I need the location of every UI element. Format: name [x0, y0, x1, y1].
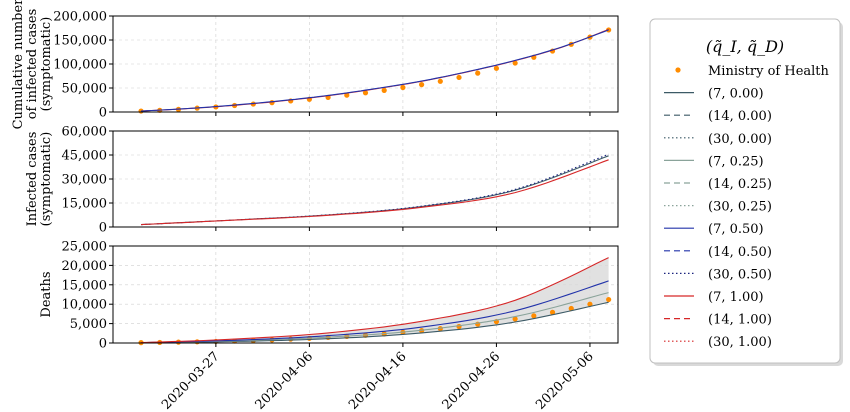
legend-item: (7, 0.25)	[664, 154, 764, 169]
uncertainty-band	[141, 257, 609, 343]
data-point	[400, 84, 406, 91]
y-axis-label: (symptomatic)	[39, 132, 54, 227]
data-point	[531, 313, 537, 319]
legend-box	[649, 18, 841, 364]
data-point	[568, 305, 574, 312]
legend: (q̃_I, q̃_D) Ministry of Health (7, 0.00)…	[649, 18, 843, 366]
y-tick-label: 50,000	[62, 82, 108, 97]
y-tick-label: 25,000	[62, 240, 108, 255]
data-point	[362, 90, 369, 96]
legend-title: (q̃_I, q̃_D)	[706, 37, 784, 56]
data-point	[437, 78, 443, 84]
data-point	[381, 87, 387, 93]
y-tick-label: 0	[99, 337, 107, 352]
data-point	[549, 309, 556, 315]
legend-item: (30, 0.50)	[664, 267, 772, 282]
legend-label: (7, 0.00)	[708, 87, 764, 102]
series-line	[141, 257, 609, 344]
x-axis: 2020-03-27 2020-04-06 2020-04-16 2020-04-26…	[159, 349, 597, 412]
panel-1: 0 50,000 100,000 150,000 200,000 Cumulative n…	[11, 0, 619, 129]
legend-item: (14, 0.25)	[664, 177, 772, 192]
panel-3: 0 5,000 10,000 15,000 20,000 25,000 Deaths	[39, 240, 619, 352]
data-point	[456, 74, 462, 81]
panels: 0 50,000 100,000 150,000 200,000 Cumulative n…	[11, 0, 619, 352]
y-tick-label: 20,000	[62, 259, 108, 274]
legend-item: (30, 0.00)	[664, 132, 772, 147]
y-tick-label: 0	[99, 221, 107, 236]
x-tick-label: 2020-05-06	[533, 349, 597, 412]
y-axis-label: of infected cases	[25, 9, 40, 120]
data-point	[344, 92, 350, 98]
legend-label: (7, 1.00)	[708, 290, 764, 305]
series-line	[141, 155, 609, 226]
y-tick-label: 100,000	[53, 58, 107, 73]
panel-2: 0 15,000 30,000 45,000 60,000 Infected cases(…	[25, 125, 619, 236]
legend-label: (30, 1.00)	[708, 335, 772, 350]
x-tick-label: 2020-04-06	[253, 349, 317, 412]
legend-item: (7, 0.00)	[664, 87, 764, 102]
data-point	[587, 301, 593, 307]
y-tick-label: 15,000	[62, 197, 108, 212]
series-line	[141, 28, 609, 112]
data-point	[512, 60, 518, 66]
legend-label: Ministry of Health	[708, 64, 830, 79]
y-axis-label: (symptomatic)	[39, 17, 54, 112]
y-tick-label: 45,000	[62, 149, 108, 164]
legend-label: (14, 0.50)	[708, 245, 772, 260]
legend-marker	[675, 67, 681, 73]
data-point	[456, 323, 462, 330]
legend-label: (7, 0.50)	[708, 222, 764, 237]
legend-label: (30, 0.00)	[708, 132, 772, 147]
legend-item: (7, 0.50)	[664, 222, 764, 237]
data-point	[493, 65, 500, 71]
series-line	[141, 280, 609, 344]
y-tick-label: 0	[99, 106, 107, 121]
data-point	[475, 70, 481, 76]
y-tick-label: 10,000	[62, 298, 108, 313]
data-point	[606, 296, 612, 303]
legend-label: (30, 0.25)	[708, 200, 772, 215]
y-tick-label: 60,000	[62, 125, 108, 140]
y-tick-label: 150,000	[53, 34, 107, 49]
legend-item: (7, 1.00)	[664, 290, 764, 305]
legend-item: (14, 1.00)	[664, 313, 772, 328]
axes-frame	[112, 245, 619, 344]
series-line	[141, 159, 609, 226]
y-axis-label: Cumulative number	[11, 0, 26, 129]
legend-item: Ministry of Health	[675, 64, 830, 79]
legend-item: (30, 0.25)	[664, 200, 772, 215]
y-axis-label: Infected cases	[25, 132, 40, 227]
x-tick-label: 2020-03-27	[159, 349, 223, 412]
legend-label: (14, 0.25)	[708, 177, 772, 192]
y-tick-label: 15,000	[62, 278, 108, 293]
series-line	[141, 29, 609, 112]
legend-label: (30, 0.50)	[708, 267, 772, 282]
x-tick-label: 2020-04-16	[346, 349, 410, 412]
series-line	[141, 153, 609, 226]
y-tick-label: 30,000	[62, 173, 108, 188]
legend-label: (14, 1.00)	[708, 313, 772, 328]
y-tick-label: 200,000	[53, 10, 107, 25]
legend-label: (14, 0.00)	[708, 109, 772, 124]
legend-item: (14, 0.50)	[664, 245, 772, 260]
y-axis-label: Deaths	[39, 271, 54, 317]
legend-label: (7, 0.25)	[708, 154, 764, 169]
legend-item: (30, 1.00)	[664, 335, 772, 350]
data-point	[512, 316, 518, 322]
y-tick-label: 5,000	[70, 317, 107, 332]
data-point	[419, 82, 425, 88]
x-tick-label: 2020-04-26	[440, 349, 504, 412]
legend-item: (14, 0.00)	[664, 109, 772, 124]
